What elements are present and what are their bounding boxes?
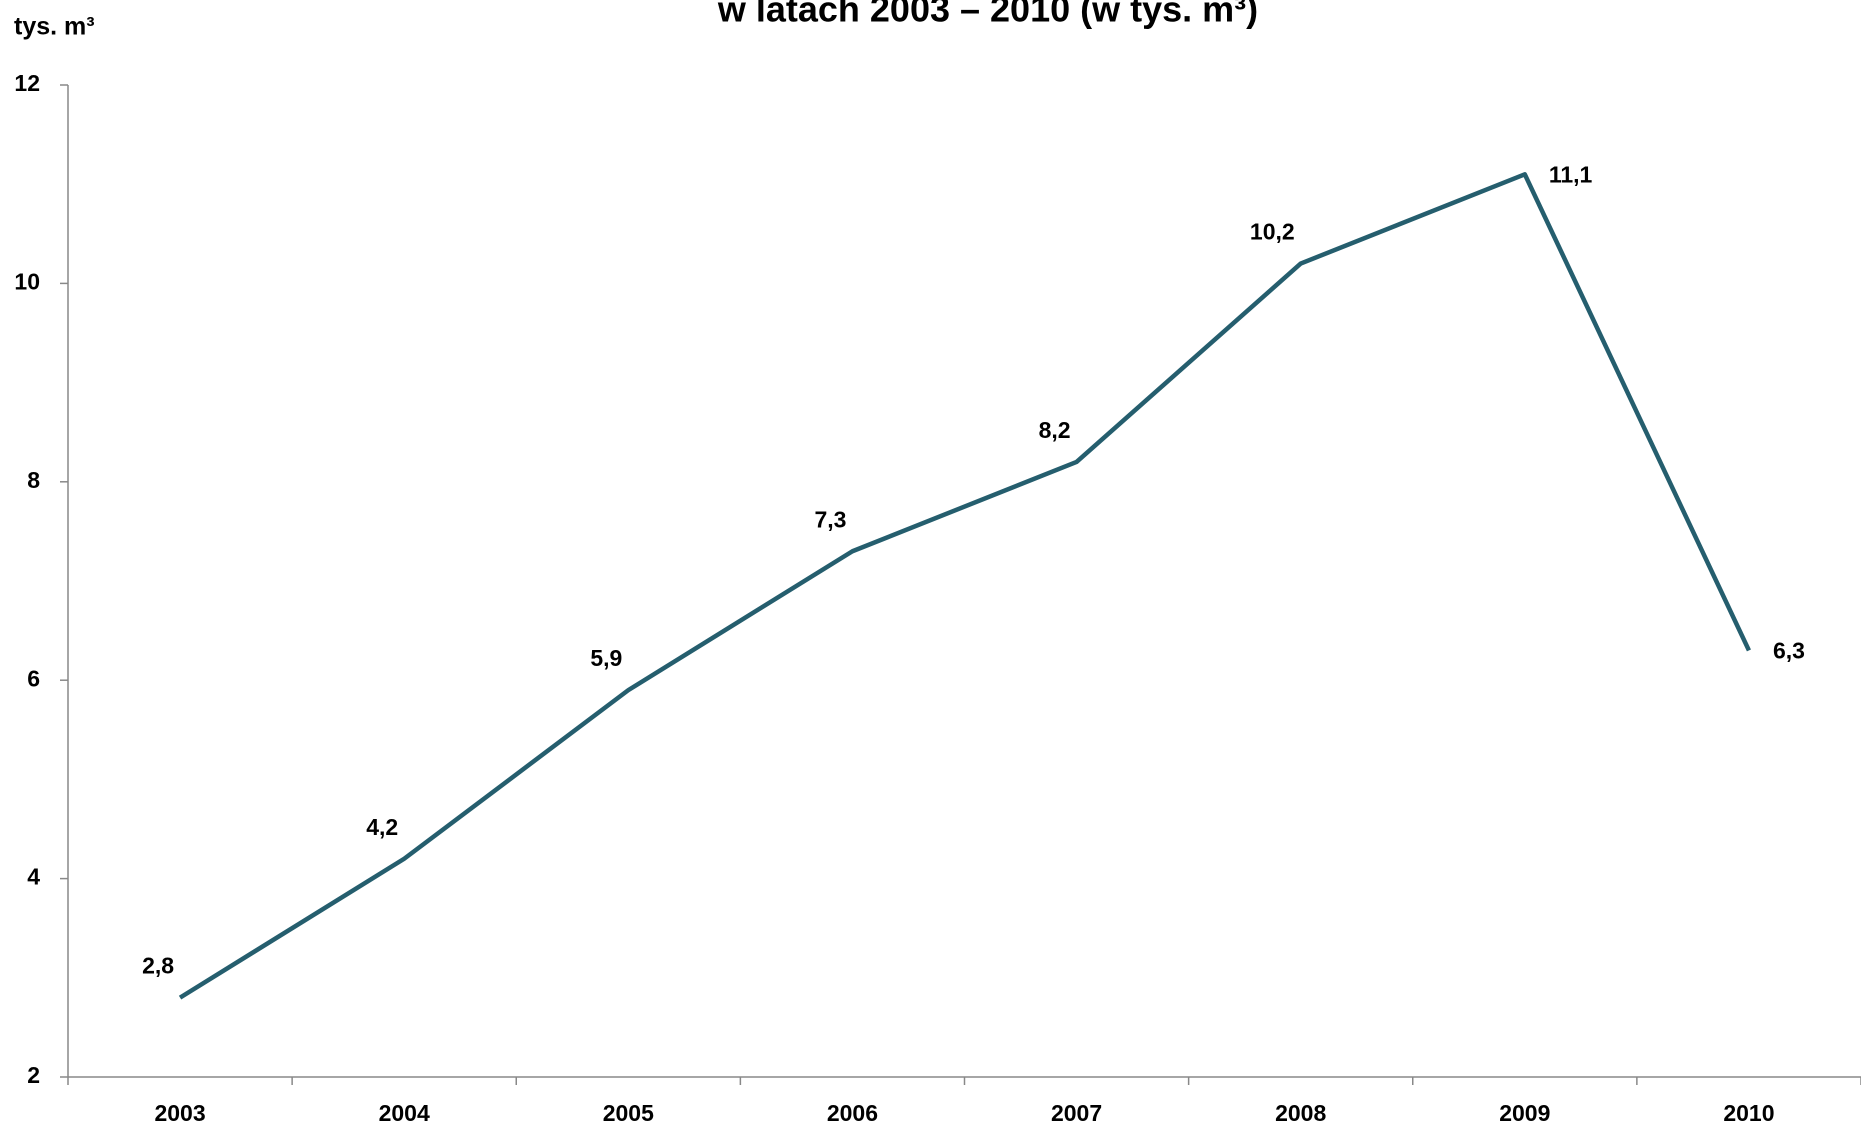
data-label: 4,2 xyxy=(366,814,398,840)
x-tick-label: 2005 xyxy=(603,1100,654,1126)
x-tick-label: 2004 xyxy=(379,1100,430,1126)
y-tick-label: 2 xyxy=(27,1062,40,1088)
data-label: 7,3 xyxy=(814,506,846,532)
x-tick-label: 2008 xyxy=(1275,1100,1326,1126)
x-tick-label: 2010 xyxy=(1723,1100,1774,1126)
y-tick-label: 4 xyxy=(27,864,40,890)
y-tick-label: 8 xyxy=(27,467,40,493)
x-tick-label: 2003 xyxy=(154,1100,205,1126)
chart-title: w latach 2003 – 2010 (w tys. m³) xyxy=(717,0,1258,30)
data-label: 8,2 xyxy=(1039,417,1071,443)
data-label: 5,9 xyxy=(590,645,622,671)
data-label: 10,2 xyxy=(1250,219,1295,245)
data-label: 6,3 xyxy=(1773,638,1805,664)
data-label: 2,8 xyxy=(142,953,174,979)
y-tick-label: 12 xyxy=(14,70,40,96)
y-tick-label: 10 xyxy=(14,268,40,294)
line-series xyxy=(178,172,1751,1000)
x-tick-label: 2009 xyxy=(1499,1100,1550,1126)
y-axis-label: tys. m³ xyxy=(14,13,95,41)
y-tick-label: 6 xyxy=(27,665,40,691)
data-label: 11,1 xyxy=(1549,161,1593,187)
x-tick-label: 2006 xyxy=(827,1100,878,1126)
x-tick-label: 2007 xyxy=(1051,1100,1102,1126)
